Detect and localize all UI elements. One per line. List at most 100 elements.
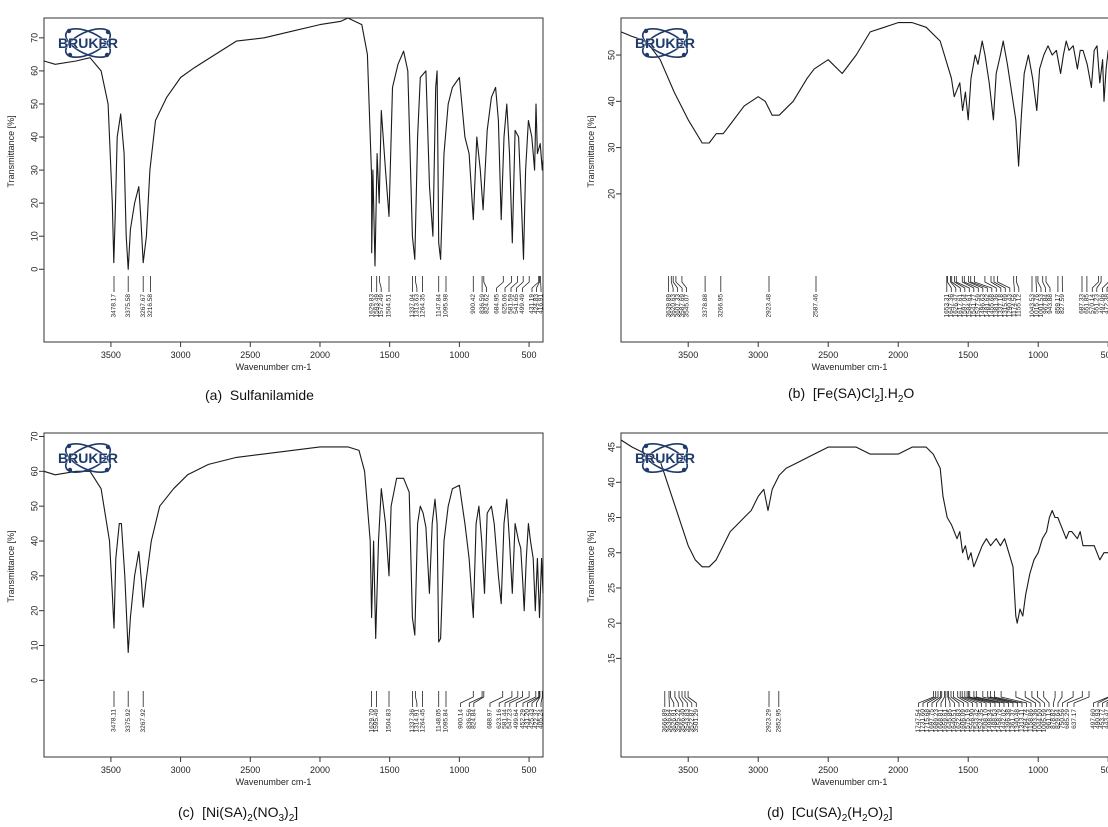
peak-label: 1043.53 bbox=[1029, 294, 1036, 318]
peak-label: 3378.88 bbox=[702, 294, 709, 318]
peak-marker bbox=[678, 691, 684, 707]
y-tick-label: 10 bbox=[29, 641, 39, 651]
peak-label: 1313.11 bbox=[1019, 709, 1026, 732]
caption-d-formula: [Cu(SA)2(H2O)2] bbox=[791, 804, 893, 824]
peak-label: 497.60 bbox=[1090, 709, 1097, 729]
peak-label: 1381.36 bbox=[993, 294, 1000, 318]
peak-marker bbox=[954, 276, 966, 292]
y-tick-label: 25 bbox=[606, 583, 616, 593]
peak-label: 625.06 bbox=[502, 294, 509, 314]
peak-label: 1697.75 bbox=[929, 709, 936, 733]
x-tick-label: 3000 bbox=[748, 350, 768, 360]
peak-label: 3266.95 bbox=[718, 294, 725, 318]
peak-label: 3267.67 bbox=[140, 294, 147, 318]
peak-marker bbox=[990, 691, 1018, 707]
peak-marker bbox=[955, 276, 970, 292]
caption-d: (d) [Cu(SA)2(H2O)2] bbox=[767, 804, 893, 824]
peak-label: 452.29 bbox=[520, 709, 527, 729]
peak-marker bbox=[1062, 691, 1074, 707]
x-tick-label: 3500 bbox=[678, 350, 698, 360]
x-tick-label: 2000 bbox=[310, 765, 330, 775]
peak-label: 1148.05 bbox=[435, 709, 442, 732]
peak-label: 3545.07 bbox=[683, 294, 690, 318]
bruker-logo-text: BRUKER bbox=[58, 450, 118, 466]
y-tick-label: 30 bbox=[606, 143, 616, 153]
peak-label: 1622.83 bbox=[956, 709, 963, 733]
peak-label: 1290.43 bbox=[1006, 294, 1013, 318]
x-tick-label: 2000 bbox=[888, 765, 908, 775]
peak-label: 1747.54 bbox=[915, 709, 922, 733]
peak-label: 499.64 bbox=[513, 709, 520, 729]
y-tick-label: 50 bbox=[29, 99, 39, 109]
peak-label: 3267.92 bbox=[140, 709, 147, 733]
peak-label: 541.65 bbox=[513, 294, 520, 314]
peak-marker bbox=[540, 691, 543, 707]
y-tick-label: 40 bbox=[29, 536, 39, 546]
peak-label: 1488.53 bbox=[992, 709, 999, 733]
peak-label: 1715.68 bbox=[924, 709, 931, 733]
peak-marker bbox=[1053, 691, 1056, 707]
peak-marker bbox=[987, 691, 1014, 707]
x-tick-label: 500 bbox=[1101, 350, 1108, 360]
peak-marker bbox=[498, 691, 513, 707]
peak-label: 967.84 bbox=[1042, 294, 1049, 314]
peak-marker bbox=[1045, 276, 1051, 292]
x-tick-label: 1500 bbox=[958, 350, 978, 360]
peak-marker bbox=[684, 691, 693, 707]
peak-marker bbox=[483, 276, 487, 292]
peak-marker bbox=[1042, 276, 1046, 292]
peak-marker bbox=[961, 691, 978, 707]
caption-c: (c) [Ni(SA)2(NO3)2] bbox=[178, 804, 298, 824]
peak-marker bbox=[522, 276, 530, 292]
peak-label: 1617.61 bbox=[957, 294, 964, 318]
peak-marker bbox=[670, 276, 674, 292]
peak-label: 878.82 bbox=[1050, 709, 1057, 729]
peak-label: 687.33 bbox=[1079, 294, 1086, 314]
peak-marker bbox=[957, 691, 969, 707]
x-axis-label: Wavenumber cm-1 bbox=[812, 777, 888, 787]
peak-marker bbox=[415, 691, 418, 707]
y-tick-label: 0 bbox=[29, 267, 39, 272]
peak-label: 1524.35 bbox=[978, 709, 985, 733]
peak-label: 3626.91 bbox=[671, 709, 678, 733]
x-tick-label: 500 bbox=[522, 350, 537, 360]
plot-frame bbox=[43, 432, 544, 758]
caption-c-letter: (c) bbox=[178, 804, 195, 820]
x-tick-label: 1500 bbox=[380, 765, 400, 775]
peak-label: 1340.48 bbox=[1014, 709, 1021, 733]
x-tick-label: 3000 bbox=[171, 350, 191, 360]
peak-label: 827.59 bbox=[1059, 294, 1066, 314]
peak-label: 685.29 bbox=[1064, 709, 1071, 729]
peak-label: 651.85 bbox=[1084, 294, 1091, 314]
peak-marker bbox=[959, 691, 973, 707]
peak-label: 1595.49 bbox=[373, 709, 380, 733]
peak-label: 3478.11 bbox=[111, 709, 118, 732]
y-tick-label: 15 bbox=[606, 653, 616, 663]
peak-marker bbox=[681, 691, 688, 707]
peak-marker bbox=[927, 691, 939, 707]
x-axis-label: Wavenumber cm-1 bbox=[236, 777, 312, 787]
peak-marker bbox=[504, 691, 519, 707]
peak-label: 3216.58 bbox=[147, 294, 154, 318]
y-tick-label: 10 bbox=[29, 231, 39, 241]
peak-marker bbox=[1037, 691, 1045, 707]
peak-marker bbox=[936, 691, 943, 707]
spectrum-line bbox=[43, 446, 544, 654]
peak-marker bbox=[1093, 696, 1108, 707]
peak-label: 1606.09 bbox=[960, 709, 967, 733]
peak-marker bbox=[687, 691, 697, 707]
spectrum-panel-d: 3500 3000 2500 2000 1500 1000 500 15 20 25 30 35 40 4… bbox=[580, 425, 1108, 795]
x-tick-label: 500 bbox=[522, 765, 537, 775]
bruker-logo-text: BRUKER bbox=[58, 35, 118, 51]
peak-label: 1337.04 bbox=[409, 294, 416, 318]
caption-b-letter: (b) bbox=[788, 385, 806, 401]
peak-label: 1015.76 bbox=[1033, 294, 1040, 318]
peak-label: 3375.58 bbox=[125, 294, 132, 318]
peak-marker bbox=[531, 276, 540, 292]
peak-label: 3666.89 bbox=[662, 709, 669, 733]
y-tick-label: 70 bbox=[29, 33, 39, 43]
peak-marker bbox=[931, 691, 941, 707]
x-tick-label: 2500 bbox=[818, 765, 838, 775]
x-axis-label: Wavenumber cm-1 bbox=[236, 362, 312, 370]
peak-marker bbox=[940, 691, 945, 707]
